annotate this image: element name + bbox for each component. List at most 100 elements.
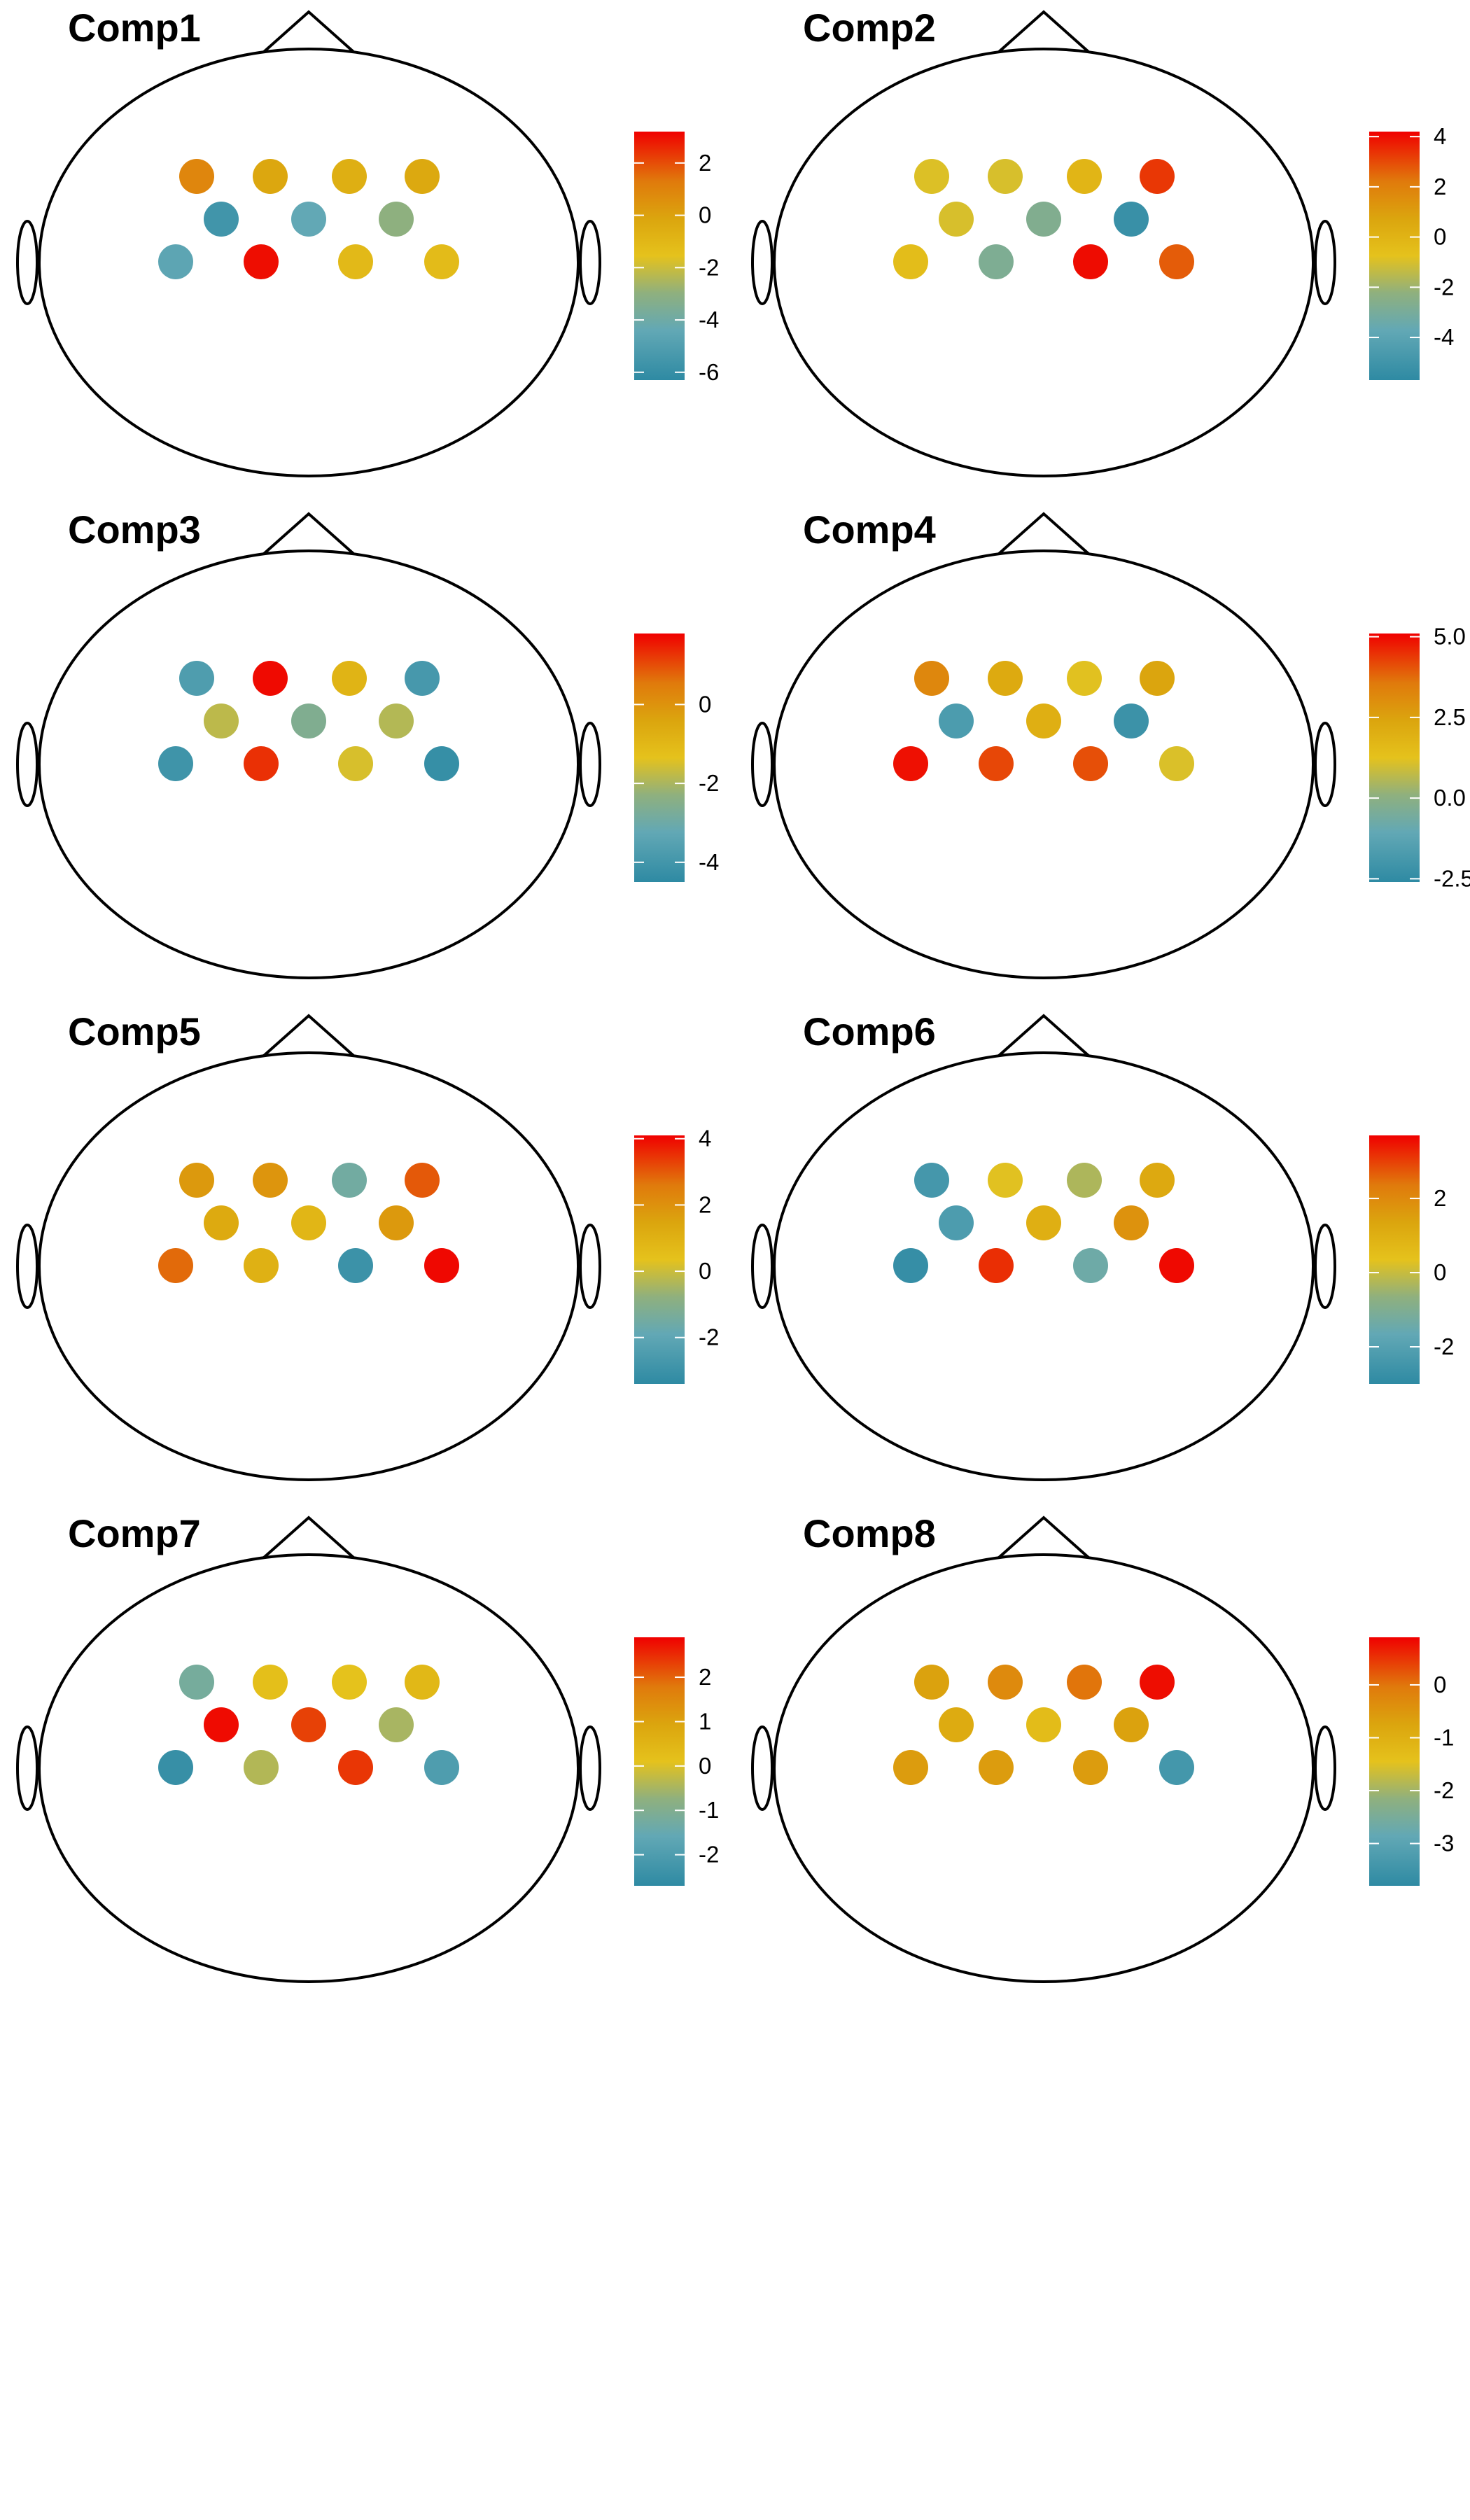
electrode-point — [1073, 244, 1108, 279]
colorbar-tick-label: -2 — [699, 1324, 719, 1350]
colorbar-tick-label: 2 — [699, 1191, 711, 1217]
electrode-point — [244, 1248, 279, 1283]
colorbar-tick-label: 1 — [699, 1708, 711, 1734]
electrode-point — [988, 661, 1023, 696]
colorbar-tick-label: 0 — [1434, 1672, 1446, 1698]
nose-outline — [997, 512, 1090, 555]
right-ear-outline — [1314, 1224, 1336, 1309]
panel-title: Comp3 — [68, 507, 201, 552]
electrode-point — [1114, 202, 1149, 237]
electrode-point — [158, 1248, 193, 1283]
head-outline — [773, 550, 1315, 979]
electrode-point — [939, 704, 974, 738]
electrode-point — [338, 1248, 373, 1283]
colorbar-tick-label: 4 — [1434, 123, 1446, 149]
topoplot-panel: Comp5 4 2 0 -2 — [16, 1009, 719, 1481]
colorbar — [1369, 1135, 1420, 1384]
colorbar-tick-label: -2.5 — [1434, 865, 1470, 891]
topoplot-panel: Comp7 2 1 0 -1 -2 — [16, 1511, 719, 1983]
electrode-point — [1067, 159, 1102, 194]
electrode-point — [979, 1248, 1014, 1283]
head-outline — [773, 48, 1315, 477]
left-ear-outline — [16, 220, 38, 305]
colorbar-tick-label: -2 — [699, 254, 719, 280]
head-outline — [773, 1553, 1315, 1983]
colorbar — [634, 1135, 685, 1384]
electrode-point — [893, 746, 928, 781]
colorbar-tick-label: -1 — [699, 1797, 719, 1823]
colorbar — [634, 1637, 685, 1886]
colorbar-tick-label: -2 — [1434, 1334, 1454, 1359]
electrode-point — [1114, 1707, 1149, 1742]
electrode-point — [405, 661, 440, 696]
electrode-point — [291, 1205, 326, 1240]
nose-outline — [262, 1516, 355, 1559]
electrode-point — [1067, 1665, 1102, 1700]
electrode-point — [893, 1248, 928, 1283]
right-ear-outline — [1314, 1726, 1336, 1811]
electrode-point — [179, 1665, 214, 1700]
electrode-point — [204, 1205, 239, 1240]
electrode-point — [244, 244, 279, 279]
topoplot-panel: Comp4 5.0 2.5 0.0 -2.5 — [751, 507, 1470, 979]
head-outline — [38, 550, 580, 979]
electrode-point — [1067, 1163, 1102, 1198]
nose-outline — [997, 10, 1090, 53]
electrode-point — [291, 704, 326, 738]
electrode-point — [338, 746, 373, 781]
head-outline — [38, 1051, 580, 1481]
nose-outline — [262, 10, 355, 53]
electrode-point — [1073, 1248, 1108, 1283]
electrode-point — [914, 1163, 949, 1198]
electrode-point — [332, 1163, 367, 1198]
topoplot-panel: Comp6 2 0 -2 — [751, 1009, 1454, 1481]
topoplot-panel: Comp1 2 0 -2 -4 -6 — [16, 6, 719, 477]
colorbar-tick-label: -4 — [699, 849, 719, 875]
panel-title: Comp2 — [803, 6, 936, 50]
electrode-point — [379, 1707, 414, 1742]
electrode-point — [338, 1750, 373, 1785]
electrode-point — [1026, 704, 1061, 738]
electrode-point — [379, 1205, 414, 1240]
electrode-point — [332, 159, 367, 194]
electrode-point — [979, 1750, 1014, 1785]
electrode-point — [979, 746, 1014, 781]
electrode-point — [253, 1163, 288, 1198]
electrode-point — [1073, 746, 1108, 781]
electrode-point — [1140, 1665, 1175, 1700]
electrode-point — [405, 1665, 440, 1700]
left-ear-outline — [16, 1224, 38, 1309]
topoplot-panel: Comp3 0 -2 -4 — [16, 507, 719, 979]
electrode-point — [379, 202, 414, 237]
electrode-point — [405, 1163, 440, 1198]
panel-title: Comp1 — [68, 6, 201, 50]
electrode-point — [332, 1665, 367, 1700]
colorbar-tick-label: -4 — [699, 307, 719, 332]
panel-title: Comp4 — [803, 507, 936, 552]
colorbar — [634, 634, 685, 882]
colorbar-tick-label: 4 — [699, 1126, 711, 1152]
electrode-point — [244, 746, 279, 781]
left-ear-outline — [16, 722, 38, 807]
colorbar-tick-label: 0 — [699, 691, 711, 717]
topoplot-panel: Comp8 0 -1 -2 -3 — [751, 1511, 1454, 1983]
electrode-point — [1026, 1205, 1061, 1240]
electrode-point — [244, 1750, 279, 1785]
electrode-point — [291, 1707, 326, 1742]
electrode-point — [204, 704, 239, 738]
colorbar-tick-label: 2 — [1434, 1185, 1446, 1211]
electrode-point — [1026, 202, 1061, 237]
electrode-point — [988, 159, 1023, 194]
colorbar-tick-label: -2 — [1434, 1777, 1454, 1803]
electrode-point — [204, 1707, 239, 1742]
colorbar-tick-label: -6 — [699, 359, 719, 385]
right-ear-outline — [579, 722, 601, 807]
electrode-point — [253, 1665, 288, 1700]
electrode-point — [1114, 704, 1149, 738]
electrode-point — [893, 244, 928, 279]
electrode-point — [1140, 159, 1175, 194]
electrode-point — [914, 1665, 949, 1700]
electrode-point — [914, 661, 949, 696]
colorbar-tick-label: -2 — [699, 1842, 719, 1868]
